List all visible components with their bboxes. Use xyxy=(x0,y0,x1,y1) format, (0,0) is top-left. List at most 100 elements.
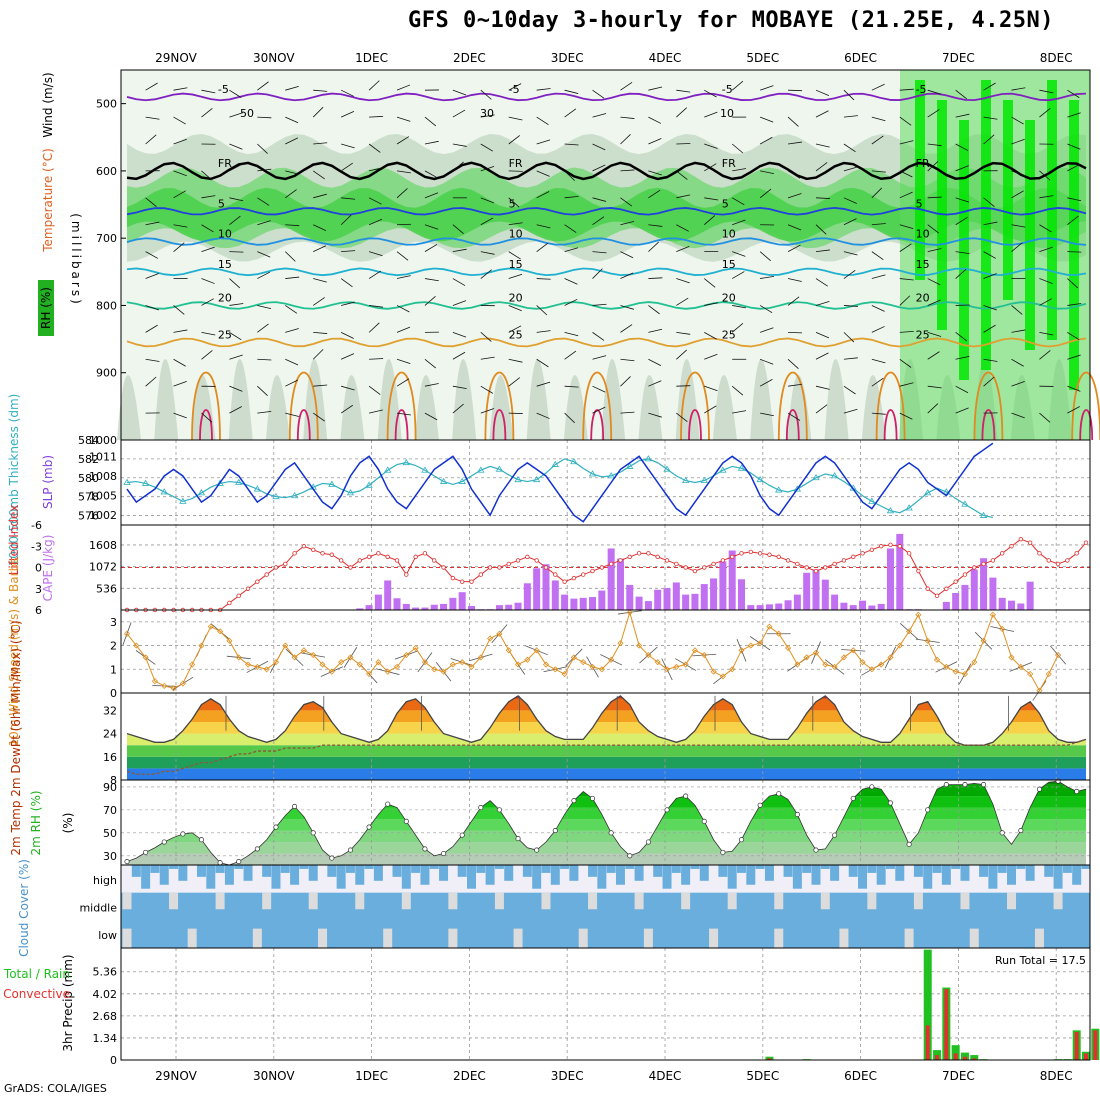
wind-barb xyxy=(341,250,356,253)
cloud-high-bar xyxy=(997,865,1007,873)
wind-barb xyxy=(396,275,411,279)
temp-band xyxy=(127,756,1086,769)
cloud-mid-gap xyxy=(122,892,132,910)
thickness-line xyxy=(126,458,994,519)
date-label-top: 5DEC xyxy=(746,51,779,65)
wind-barb xyxy=(564,298,578,306)
wind-barb xyxy=(1067,303,1082,306)
li-point xyxy=(404,572,409,577)
thickness-ytick: 580 xyxy=(78,472,99,485)
wind-speed-point xyxy=(971,659,978,666)
cloud-high-bar xyxy=(131,865,141,877)
cape-bar xyxy=(793,594,801,610)
isotherm-warm xyxy=(875,371,906,441)
thickness-point xyxy=(886,507,895,514)
date-label-bottom: 4DEC xyxy=(649,1069,682,1083)
wind-speed-point xyxy=(403,651,410,659)
wind-barb xyxy=(368,251,383,257)
isotherm-label: 20 xyxy=(722,291,736,304)
wind-barb xyxy=(843,269,856,279)
wind-barb xyxy=(452,300,467,306)
cloud-high-bar xyxy=(830,865,840,881)
precip-ytick: 5.36 xyxy=(93,966,118,979)
wind-speed-point xyxy=(310,651,317,659)
wind-barb xyxy=(843,305,858,307)
isotherm-label: 10 xyxy=(218,228,232,241)
cloud-mid-gap xyxy=(820,892,830,910)
date-label-top: 8DEC xyxy=(1040,51,1073,65)
cape-bar xyxy=(374,594,382,610)
cape-bar xyxy=(859,600,867,610)
wind-barb xyxy=(955,268,967,279)
cape-bar xyxy=(523,583,531,610)
wind-barb xyxy=(229,215,241,226)
cloud-high-bar xyxy=(1081,865,1091,869)
wind-speed-point xyxy=(393,663,401,670)
wind-speed-point xyxy=(161,682,168,689)
rh-point xyxy=(124,859,130,865)
cloud-mid-gap xyxy=(355,892,365,910)
wind-speed-point xyxy=(896,642,903,649)
wind-speed-point xyxy=(1027,670,1034,678)
cloud-high-bar xyxy=(224,865,234,885)
wind-barb xyxy=(564,247,579,253)
cloud-high-bar xyxy=(290,865,300,885)
slp-ytick: 1002 xyxy=(89,509,117,522)
wind-barb xyxy=(340,214,352,226)
wind-barb xyxy=(564,170,575,181)
upper-ytick: 700 xyxy=(96,232,117,245)
li-point xyxy=(692,568,698,574)
wind-barb xyxy=(759,305,773,314)
wind-barb xyxy=(452,109,466,118)
wind-barb xyxy=(871,135,884,145)
wind-barb xyxy=(899,278,914,281)
wind-barb xyxy=(1039,107,1051,118)
wind-barb xyxy=(592,216,605,226)
li-point xyxy=(767,552,772,557)
wind-barb xyxy=(312,170,325,180)
precip-convective-bar xyxy=(972,1058,977,1060)
wind-barb xyxy=(732,219,746,226)
wind-barb xyxy=(620,116,635,119)
wind-barb xyxy=(592,355,607,360)
cloud-low-gap xyxy=(252,928,262,948)
precip-total-bar xyxy=(960,1052,969,1060)
wind-barb xyxy=(955,143,969,151)
wind-barb xyxy=(787,244,801,252)
wind-barb xyxy=(648,305,660,315)
cloud-mid-gap xyxy=(215,892,225,910)
wind-speed-point xyxy=(272,659,280,666)
wind-barb xyxy=(759,327,774,333)
isotherm-hot xyxy=(394,409,409,441)
isotherm-label: 5 xyxy=(509,197,516,210)
wind-speed-point xyxy=(738,647,745,654)
li-point xyxy=(366,554,372,560)
li-ylabel: Lifted Index xyxy=(7,505,21,576)
rh-point xyxy=(534,847,540,853)
wind-barb xyxy=(871,116,886,122)
rh-point xyxy=(403,818,409,824)
cloud-low-gap xyxy=(513,928,523,948)
li-point xyxy=(981,561,986,567)
cloud-high-bar xyxy=(196,865,206,877)
wind-speed-point xyxy=(598,666,605,673)
wind-barb xyxy=(787,412,801,421)
isotherm-label: 5 xyxy=(722,197,729,210)
wind-barb xyxy=(257,385,268,397)
cape-bar xyxy=(738,579,746,610)
li-point xyxy=(683,565,688,570)
isotherm-label: -5 xyxy=(722,83,733,96)
li-point xyxy=(1083,540,1089,545)
wind-barb xyxy=(704,143,718,149)
wind-barb xyxy=(340,332,354,339)
wind-speed-point xyxy=(1055,651,1062,659)
wind-barb xyxy=(285,251,296,262)
li-point xyxy=(813,568,819,574)
wind-speed-point xyxy=(775,630,782,637)
wind-barb xyxy=(145,324,158,333)
wind-barb xyxy=(676,349,688,360)
wind-barb xyxy=(424,383,439,387)
wind-barb xyxy=(145,358,160,362)
cloud-high-bar xyxy=(848,865,858,877)
li-point xyxy=(1009,544,1014,549)
